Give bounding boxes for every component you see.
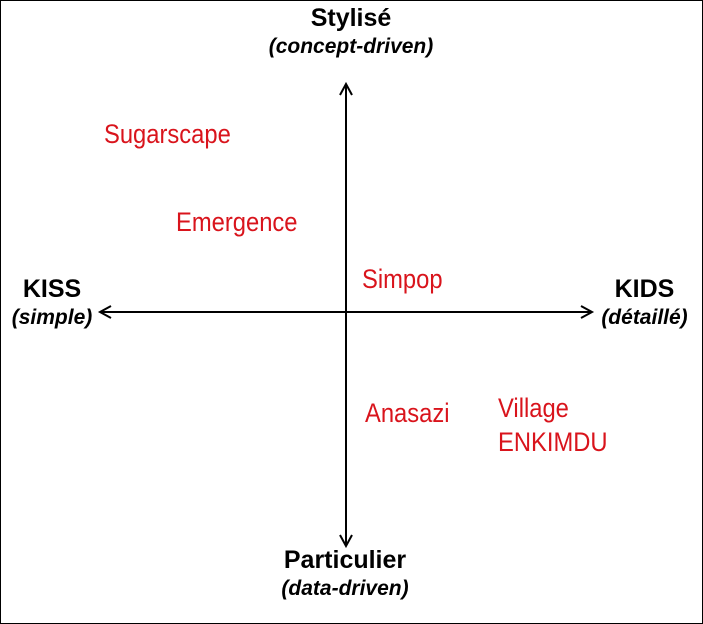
axis-right-subtitle: (détaillé): [601, 306, 688, 329]
arrowhead-right: [580, 305, 595, 319]
axis-right-title: KIDS: [614, 275, 675, 303]
axis-top-title: Stylisé: [310, 4, 392, 32]
model-label-emergence: Emergence: [176, 207, 298, 237]
axis-label-top: Stylisé (concept-driven): [201, 3, 501, 61]
axis-label-right: KIDS (détaillé): [586, 274, 703, 332]
arrowhead-left: [97, 305, 112, 319]
arrowhead-bottom: [339, 534, 353, 549]
axis-label-bottom: Particulier (data-driven): [195, 545, 495, 603]
axis-left-subtitle: (simple): [11, 306, 93, 329]
model-label-simpop: Simpop: [362, 264, 443, 294]
model-label-village-enkimdu: Village ENKIMDU: [498, 391, 608, 459]
arrowhead-top: [339, 81, 353, 96]
axis-label-left: KISS (simple): [0, 274, 104, 332]
axis-top-subtitle: (concept-driven): [268, 35, 434, 58]
axis-bottom-subtitle: (data-driven): [281, 577, 409, 600]
axis-left-title: KISS: [22, 275, 82, 303]
model-label-anasazi: Anasazi: [365, 398, 450, 428]
axis-bottom-title: Particulier: [283, 546, 407, 574]
model-label-village-line1: Village: [498, 393, 569, 423]
model-label-sugarscape: Sugarscape: [104, 119, 231, 149]
model-label-village-line2: ENKIMDU: [498, 427, 608, 457]
